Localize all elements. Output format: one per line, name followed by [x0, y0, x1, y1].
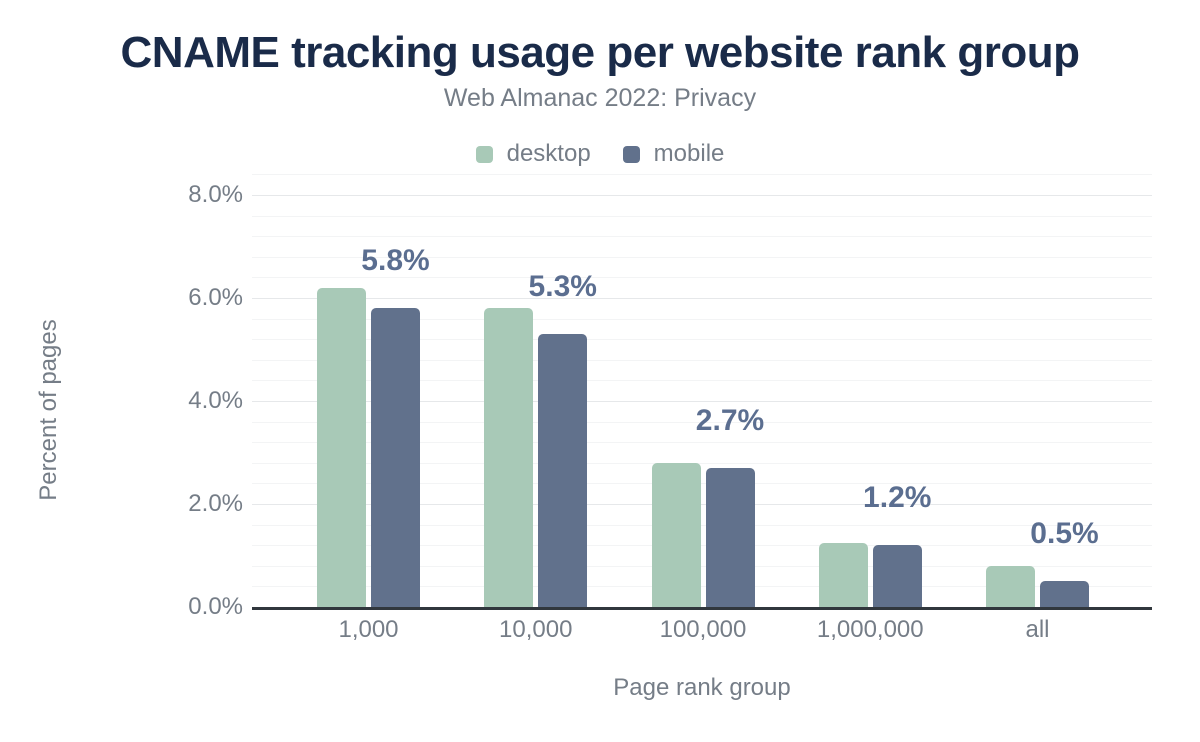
bar-desktop-1000000	[818, 542, 868, 607]
y-axis-tick: 6.0%	[188, 284, 243, 311]
gridline-minor	[252, 174, 1152, 176]
x-axis-tick: 1,000,000	[816, 616, 924, 643]
gridline-minor	[252, 524, 1152, 526]
legend: desktop mobile	[0, 140, 1200, 168]
bar-desktop-10000	[484, 308, 534, 607]
legend-swatch-desktop-icon	[475, 145, 493, 163]
bar-mobile-all	[1040, 581, 1089, 607]
gridline-minor	[252, 359, 1152, 361]
legend-item-mobile: mobile	[622, 140, 725, 168]
gridline-minor	[252, 277, 1152, 279]
gridline-major	[252, 401, 1152, 402]
legend-swatch-mobile-icon	[622, 145, 640, 163]
gridline-major	[252, 504, 1152, 505]
bar-desktop-all	[986, 565, 1035, 607]
bar-value-label: 1.2%	[863, 481, 932, 515]
gridline-minor	[252, 215, 1152, 217]
bar-value-label: 5.3%	[528, 270, 597, 304]
x-axis-tick: 100,000	[659, 616, 747, 643]
gridline-minor	[252, 483, 1152, 485]
bar-desktop-100000	[651, 462, 701, 607]
gridline-minor	[252, 318, 1152, 320]
gridline-major	[252, 195, 1152, 196]
x-axis-tick: all	[1025, 616, 1050, 643]
y-axis-title: Percent of pages	[35, 319, 62, 501]
bar-mobile-1000	[371, 308, 420, 607]
bar-mobile-1000000	[872, 545, 922, 607]
y-axis-tick: 0.0%	[188, 593, 243, 620]
gridline-minor	[252, 380, 1152, 382]
bar-mobile-100000	[705, 467, 755, 607]
y-axis-tick: 4.0%	[188, 387, 243, 414]
gridline-minor	[252, 256, 1152, 258]
bar-mobile-10000	[538, 334, 588, 607]
x-axis-title: Page rank group	[613, 674, 791, 701]
gridline-minor	[252, 545, 1152, 547]
gridline-minor	[252, 442, 1152, 444]
bar-value-label: 5.8%	[361, 244, 430, 278]
gridline-minor	[252, 236, 1152, 238]
chart-title: CNAME tracking usage per website rank gr…	[120, 28, 1080, 77]
bar-desktop-1000	[317, 287, 366, 607]
gridline-minor	[252, 586, 1152, 588]
y-axis-tick: 8.0%	[188, 181, 243, 208]
y-axis-tick: 2.0%	[188, 490, 243, 517]
bar-value-label: 0.5%	[1030, 517, 1099, 551]
x-axis-tick: 10,000	[499, 616, 573, 643]
gridline-minor	[252, 462, 1152, 464]
legend-item-desktop: desktop	[475, 140, 591, 168]
gridline-minor	[252, 421, 1152, 423]
bar-value-label: 2.7%	[695, 403, 765, 437]
gridline-minor	[252, 339, 1152, 341]
x-axis-tick: 1,000	[338, 616, 399, 643]
legend-label-mobile: mobile	[653, 140, 725, 167]
legend-label-desktop: desktop	[506, 140, 591, 167]
gridline-minor	[252, 565, 1152, 567]
gridline-major	[252, 298, 1152, 299]
chart-subtitle: Web Almanac 2022: Privacy	[443, 84, 757, 112]
plot-area: 5.8% 5.3% 2.7% 1.2% 0.5%	[252, 174, 1152, 610]
